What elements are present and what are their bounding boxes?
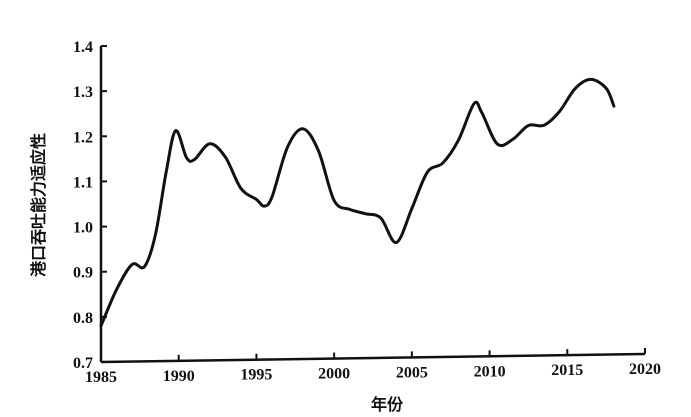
y-tick-label: 0.8 — [73, 310, 93, 327]
y-tick-label: 1.1 — [73, 174, 93, 191]
x-tick-label: 2020 — [629, 361, 661, 378]
x-axis-label: 年份 — [371, 395, 404, 414]
y-axis-label: 港口吞吐能力适应性 — [29, 133, 48, 277]
x-tick-label: 2005 — [396, 364, 428, 381]
x-tick-label: 1985 — [85, 369, 117, 386]
x-tick-label: 1990 — [163, 368, 195, 385]
y-tick-label: 0.7 — [73, 355, 93, 372]
y-tick-label: 1.0 — [73, 220, 93, 237]
x-axis — [100, 352, 646, 364]
x-tick-label: 2015 — [551, 362, 583, 379]
y-tick-label: 0.9 — [73, 265, 93, 282]
x-tick-label: 2010 — [474, 363, 506, 380]
series-line — [99, 77, 616, 328]
y-tick-label: 1.4 — [73, 39, 93, 56]
y-tick-label: 1.2 — [73, 129, 93, 146]
x-tick-label: 2000 — [318, 366, 350, 383]
y-tick-label: 1.3 — [73, 84, 93, 101]
x-tick-label: 1995 — [240, 367, 272, 384]
